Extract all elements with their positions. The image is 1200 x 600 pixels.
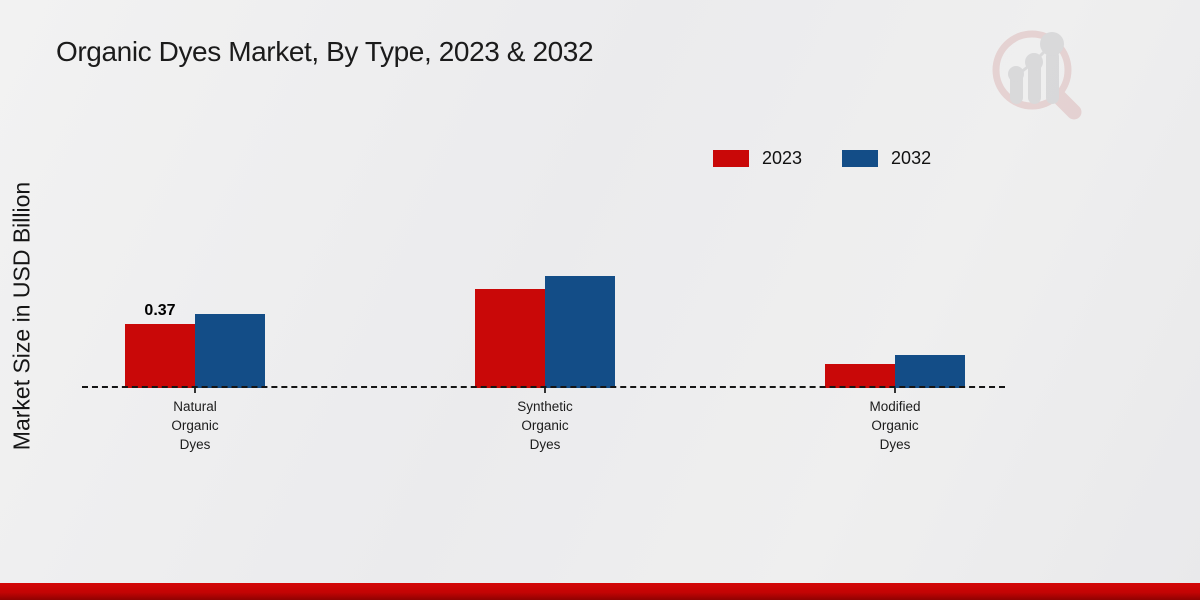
bar-2032-natural-organic-dyes — [195, 314, 265, 388]
x-axis-tick — [544, 388, 546, 393]
x-axis-tick — [894, 388, 896, 393]
legend-label-2023: 2023 — [762, 148, 803, 168]
magnifier-bar-chart-logo-icon — [992, 30, 1082, 120]
bar-2023-natural-organic-dyes — [125, 324, 195, 388]
bar-2032-modified-organic-dyes — [895, 355, 965, 388]
legend-item-2032: 2032 — [842, 148, 931, 169]
bar-2023-synthetic-organic-dyes — [475, 289, 545, 388]
plot-area — [125, 276, 965, 388]
x-tick-label: Synthetic Organic Dyes — [517, 399, 573, 452]
legend: 2023 2032 — [713, 148, 931, 169]
x-tick-label: Natural Organic Dyes — [171, 399, 219, 452]
x-axis-tick — [194, 388, 196, 393]
legend-item-2023: 2023 — [713, 148, 802, 169]
footer-accent-band — [0, 583, 1200, 600]
bar-value-label: 0.37 — [144, 302, 176, 319]
x-tick-label: Modified Organic Dyes — [869, 399, 921, 452]
x-axis-baseline — [82, 386, 1005, 388]
legend-swatch-2032 — [842, 150, 879, 167]
chart-title: Organic Dyes Market, By Type, 2023 & 203… — [56, 36, 594, 67]
legend-swatch-2023 — [713, 150, 749, 167]
bar-2032-synthetic-organic-dyes — [545, 276, 615, 388]
legend-label-2032: 2032 — [891, 148, 932, 168]
bar-2023-modified-organic-dyes — [825, 364, 895, 388]
